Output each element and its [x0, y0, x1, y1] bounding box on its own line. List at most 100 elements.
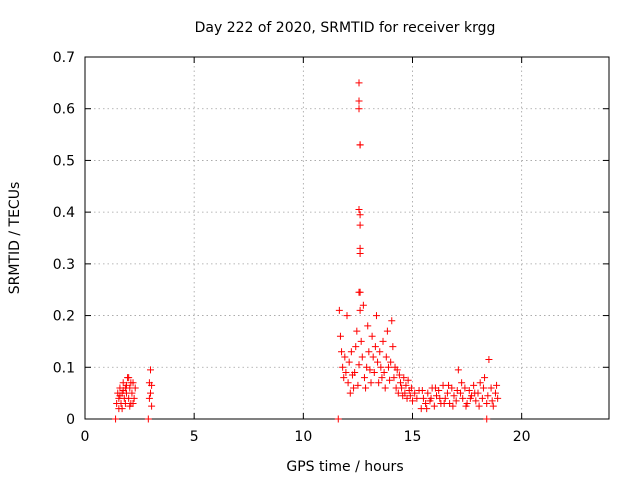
- data-point: [386, 376, 394, 384]
- data-point: [461, 384, 469, 392]
- y-tick-label: 0.2: [53, 309, 75, 325]
- x-tick-label: 5: [190, 429, 199, 445]
- data-point: [148, 402, 156, 410]
- data-point: [430, 402, 438, 410]
- data-point: [350, 384, 358, 392]
- data-point: [343, 312, 351, 320]
- data-point: [338, 348, 346, 356]
- data-point: [366, 366, 374, 374]
- data-point: [476, 379, 484, 387]
- data-point: [357, 337, 365, 345]
- data-point: [128, 389, 136, 397]
- data-point: [459, 394, 467, 402]
- data-point: [493, 381, 501, 389]
- data-point: [355, 206, 363, 214]
- data-point: [340, 374, 348, 382]
- data-point: [379, 337, 387, 345]
- data-point: [483, 415, 491, 423]
- data-point: [359, 301, 367, 309]
- plot-frame: [84, 56, 610, 420]
- data-point: [389, 343, 397, 351]
- data-point: [364, 322, 372, 330]
- data-point: [121, 399, 129, 407]
- data-point: [356, 141, 364, 149]
- data-point: [383, 327, 391, 335]
- data-point: [346, 389, 354, 397]
- data-point: [367, 379, 375, 387]
- data-point: [370, 368, 378, 376]
- data-point: [407, 384, 415, 392]
- y-tick-label: 0.4: [53, 205, 75, 221]
- data-point: [478, 394, 486, 402]
- data-point: [341, 353, 349, 361]
- data-point: [404, 376, 412, 384]
- data-point: [127, 379, 135, 387]
- data-point: [427, 394, 435, 402]
- data-point: [489, 402, 497, 410]
- data-point: [118, 405, 126, 413]
- data-point: [413, 394, 421, 402]
- data-point: [354, 381, 362, 389]
- data-point: [402, 381, 410, 389]
- data-point: [462, 402, 470, 410]
- chart-title: Day 222 of 2020, SRMTID for receiver krg…: [195, 20, 496, 36]
- data-point: [368, 332, 376, 340]
- y-axis-label: SRMTID / TECUs: [7, 182, 23, 295]
- data-point: [491, 389, 499, 397]
- data-point: [355, 79, 363, 87]
- data-point: [443, 389, 451, 397]
- data-point: [376, 348, 384, 356]
- x-axis-label: GPS time / hours: [286, 459, 403, 475]
- data-point: [369, 353, 377, 361]
- data-point: [358, 353, 366, 361]
- data-point: [393, 366, 401, 374]
- data-point: [351, 368, 359, 376]
- data-point: [334, 415, 342, 423]
- data-point: [356, 288, 364, 296]
- data-point: [353, 327, 361, 335]
- data-point: [400, 374, 408, 382]
- data-point: [335, 306, 343, 314]
- data-point: [374, 358, 382, 366]
- data-point: [356, 250, 364, 258]
- tick-layer: 0 5 10 15 20 0 0.1 0.2 0.3 0.4 0.5 0.6 0.7: [53, 50, 609, 445]
- data-point: [356, 221, 364, 229]
- data-point: [345, 358, 353, 366]
- data-point: [347, 348, 355, 356]
- data-point: [475, 402, 483, 410]
- data-point: [395, 371, 403, 379]
- data-point: [344, 379, 352, 387]
- data-point: [483, 399, 491, 407]
- data-point: [418, 387, 426, 395]
- data-point: [452, 397, 460, 405]
- data-point: [440, 399, 448, 407]
- data-point: [375, 379, 383, 387]
- y-tick-label: 0.6: [53, 102, 75, 118]
- data-point: [471, 389, 479, 397]
- data-point: [355, 97, 363, 105]
- x-tick-label: 20: [513, 429, 531, 445]
- data-point: [125, 374, 133, 382]
- data-point: [355, 361, 363, 369]
- data-point: [488, 397, 496, 405]
- data-point: [339, 363, 347, 371]
- data-point: [387, 358, 395, 366]
- data-point: [424, 389, 432, 397]
- data-point: [423, 405, 431, 413]
- data-point: [411, 389, 419, 397]
- data-point: [394, 389, 402, 397]
- data-point: [131, 384, 139, 392]
- x-tick-label: 0: [81, 429, 90, 445]
- data-point: [147, 389, 154, 397]
- data-point: [470, 381, 478, 389]
- data-point: [466, 394, 474, 402]
- data-point: [365, 348, 373, 356]
- data-point: [377, 363, 385, 371]
- data-point: [454, 366, 462, 374]
- data-point: [409, 397, 416, 405]
- data-point: [372, 312, 380, 320]
- data-point: [436, 394, 444, 402]
- data-point: [362, 384, 370, 392]
- data-point: [342, 368, 350, 376]
- data-point: [419, 394, 427, 402]
